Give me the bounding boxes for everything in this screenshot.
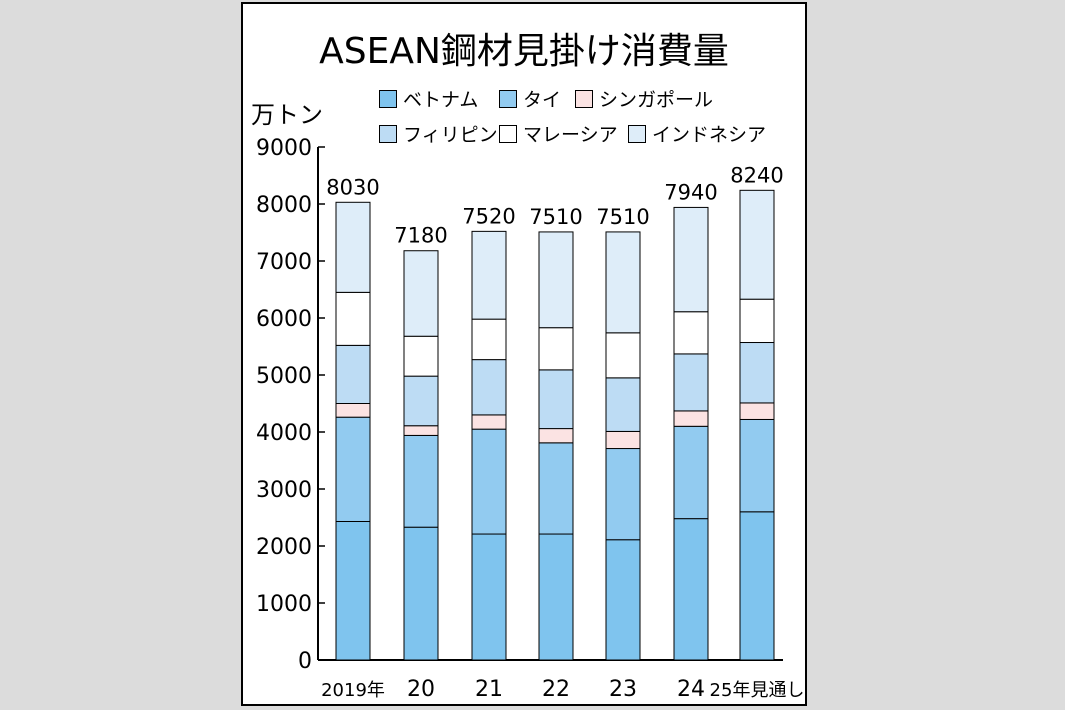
bar-segment-4 — [471, 318, 507, 361]
y-tick-label: 3000 — [256, 478, 312, 503]
chart-panel: ASEAN鋼材見掛け消費量 万トン ベトナム タイ シンガポール フィリピン マ… — [241, 2, 807, 706]
bar-segment-3 — [605, 377, 641, 432]
bar-segment-3 — [739, 342, 775, 404]
legend-item-indonesia: インドネシア — [628, 120, 766, 147]
bar-segment-4 — [403, 335, 439, 377]
bar-segment-5 — [471, 230, 507, 320]
y-tick-label: 2000 — [256, 535, 312, 560]
legend-item-vietnam: ベトナム — [379, 85, 478, 112]
bar-segment-0 — [471, 533, 507, 661]
legend-label-indonesia: インドネシア — [652, 124, 767, 146]
y-tick-label: 7000 — [256, 250, 312, 275]
bar-segment-5 — [335, 201, 371, 293]
bar-segment-3 — [403, 375, 439, 427]
bar-segment-4 — [335, 291, 371, 346]
bar-segment-5 — [538, 231, 574, 329]
bar-segment-1 — [673, 425, 709, 520]
legend-swatch-philippines — [379, 124, 397, 143]
legend-item-malaysia: マレーシア — [499, 120, 618, 147]
bar-segment-3 — [335, 344, 371, 404]
bar-segment-1 — [605, 448, 641, 541]
bar-segment-0 — [335, 520, 371, 661]
bar-segment-3 — [673, 353, 709, 412]
y-tick-label: 0 — [298, 649, 312, 674]
bar-total-label: 8030 — [326, 175, 379, 199]
y-tick-label: 5000 — [256, 364, 312, 389]
bar-segment-2 — [739, 402, 775, 420]
bar-segment-0 — [403, 526, 439, 661]
x-tick-label: 2019年 — [321, 680, 385, 701]
legend-item-singapore: シンガポール — [575, 85, 713, 112]
bar-segment-0 — [673, 518, 709, 661]
bar-segment-0 — [739, 511, 775, 661]
bar-segment-2 — [673, 410, 709, 427]
bar-total-label: 7510 — [596, 205, 649, 229]
y-axis-unit-label: 万トン — [251, 101, 323, 129]
bar-segment-2 — [538, 428, 574, 444]
bar-total-label: 7520 — [462, 204, 515, 228]
legend-item-thailand: タイ — [499, 85, 561, 112]
bar-segment-4 — [538, 327, 574, 371]
chart-title: ASEAN鋼材見掛け消費量 — [319, 31, 729, 72]
bar-segment-5 — [673, 206, 709, 313]
stacked-bar-chart: 0 1000 2000 3000 4000 5000 6000 7000 8000 9000 803… — [256, 136, 805, 702]
legend-swatch-thailand — [499, 89, 517, 108]
bar-segment-2 — [403, 425, 439, 436]
bar-segment-4 — [739, 298, 775, 344]
bar-segment-5 — [403, 250, 439, 337]
legend-swatch-vietnam — [379, 89, 397, 108]
y-tick-label: 6000 — [256, 307, 312, 332]
bar-segment-2 — [605, 430, 641, 450]
legend-label-thailand: タイ — [523, 89, 562, 111]
bar-segment-3 — [471, 359, 507, 416]
legend-label-singapore: シンガポール — [599, 89, 714, 111]
bar-total-label: 7940 — [664, 180, 717, 204]
x-tick-label: 22 — [542, 677, 570, 702]
bar-segment-4 — [605, 332, 641, 379]
legend-label-malaysia: マレーシア — [523, 124, 618, 146]
bar-segment-2 — [335, 403, 371, 418]
y-tick-label: 4000 — [256, 421, 312, 446]
legend-item-philippines: フィリピン — [379, 120, 498, 147]
bar-total-label: 7180 — [394, 224, 447, 248]
y-tick-label: 8000 — [256, 193, 312, 218]
bar-segment-1 — [403, 434, 439, 528]
bar-segment-5 — [739, 189, 775, 300]
bar-segment-1 — [335, 416, 371, 522]
x-tick-label: 21 — [475, 677, 503, 702]
bar-segment-2 — [471, 414, 507, 430]
x-tick-label: 25年見通し — [710, 680, 805, 701]
y-tick-label: 9000 — [256, 136, 312, 161]
x-tick-label: 20 — [407, 677, 435, 702]
bar-segment-4 — [673, 311, 709, 355]
bar-segment-3 — [538, 369, 574, 430]
x-tick-label: 23 — [609, 677, 637, 702]
bar-segment-1 — [739, 418, 775, 513]
bar-segment-1 — [538, 442, 574, 535]
bar-total-label: 8240 — [730, 163, 783, 187]
x-tick-label: 24 — [677, 677, 705, 702]
bar-total-label: 7510 — [529, 205, 582, 229]
bar-segment-1 — [471, 428, 507, 535]
bar-segment-5 — [605, 231, 641, 334]
legend-swatch-indonesia — [628, 124, 646, 143]
y-tick-label: 1000 — [256, 592, 312, 617]
legend-label-vietnam: ベトナム — [403, 89, 479, 111]
legend-swatch-malaysia — [499, 124, 517, 143]
legend-label-philippines: フィリピン — [403, 124, 498, 146]
bar-segment-0 — [538, 533, 574, 661]
bar-segment-0 — [605, 539, 641, 661]
legend-swatch-singapore — [575, 89, 593, 108]
